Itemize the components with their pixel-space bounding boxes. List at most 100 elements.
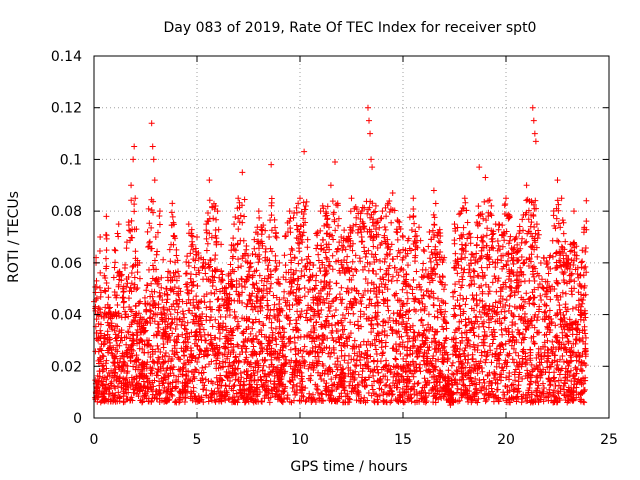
cloud-point <box>207 298 214 305</box>
cloud-point <box>448 381 455 388</box>
cloud-point <box>528 315 535 322</box>
cloud-point <box>169 213 176 220</box>
cloud-point <box>326 307 333 314</box>
cloud-point <box>271 301 278 308</box>
cloud-point <box>470 267 477 274</box>
cloud-point <box>506 237 513 244</box>
cloud-point <box>173 252 180 259</box>
cloud-point <box>229 332 236 339</box>
cloud-point <box>478 247 485 254</box>
cloud-point <box>97 399 104 406</box>
cloud-point <box>483 232 490 239</box>
cloud-point <box>237 370 244 377</box>
cloud-point <box>349 258 356 265</box>
cloud-point <box>370 216 377 223</box>
cloud-point <box>226 395 233 402</box>
cloud-point <box>510 260 517 267</box>
cloud-point <box>374 218 381 225</box>
cloud-point <box>272 224 279 231</box>
cloud-point <box>300 215 307 222</box>
cloud-point <box>97 269 104 276</box>
cloud-point <box>521 259 528 266</box>
cloud-point <box>523 290 530 297</box>
cloud-point <box>500 346 507 353</box>
cloud-point <box>226 306 233 313</box>
cloud-point <box>518 253 525 260</box>
cloud-point <box>335 245 342 252</box>
cloud-point <box>324 335 331 342</box>
cloud-point <box>136 362 143 369</box>
cloud-point <box>494 238 501 245</box>
cloud-point <box>168 320 175 327</box>
cloud-point <box>545 270 552 277</box>
cloud-point <box>167 258 174 265</box>
cloud-point <box>464 235 471 242</box>
cloud-point <box>529 289 536 296</box>
cloud-point <box>122 308 129 315</box>
cloud-point <box>428 275 435 282</box>
cloud-point <box>122 261 129 268</box>
cloud-point <box>373 312 380 319</box>
cloud-point <box>96 284 103 291</box>
cloud-point <box>212 316 219 323</box>
cloud-point <box>245 252 252 259</box>
cloud-point <box>263 314 270 321</box>
cloud-point <box>333 294 340 301</box>
cloud-point <box>290 214 297 221</box>
cloud-point <box>440 326 447 333</box>
cloud-point <box>338 374 345 381</box>
cloud-point <box>250 319 257 326</box>
cloud-point <box>188 243 195 250</box>
cloud-point <box>480 376 487 383</box>
cloud-point <box>329 388 336 395</box>
cloud-point <box>488 202 495 209</box>
cloud-point <box>532 265 539 272</box>
cloud-point <box>449 382 456 389</box>
cloud-point <box>468 277 475 284</box>
cloud-point <box>560 230 567 237</box>
cloud-point <box>523 197 530 204</box>
cloud-point <box>400 355 407 362</box>
cloud-point <box>252 316 259 323</box>
cloud-point <box>397 350 404 357</box>
cloud-point <box>398 321 405 328</box>
cloud-point <box>362 275 369 282</box>
cloud-point <box>377 266 384 273</box>
cloud-point <box>203 229 210 236</box>
cloud-point <box>381 232 388 239</box>
cloud-point <box>513 249 520 256</box>
cloud-point <box>336 239 343 246</box>
cloud-point <box>288 257 295 264</box>
cloud-point <box>418 273 425 280</box>
cloud-point <box>361 263 368 270</box>
cloud-point <box>416 224 423 231</box>
cloud-point <box>461 266 468 273</box>
cloud-point <box>173 297 180 304</box>
cloud-point <box>323 254 330 261</box>
cloud-point <box>460 224 467 231</box>
cloud-point <box>518 339 525 346</box>
cloud-point <box>304 236 311 243</box>
cloud-point <box>144 282 150 289</box>
cloud-point <box>199 321 206 328</box>
cloud-point <box>357 308 364 315</box>
cloud-point <box>183 300 190 307</box>
cloud-point <box>227 261 234 268</box>
cloud-point <box>129 263 136 270</box>
cloud-point <box>318 306 325 313</box>
cloud-point <box>189 238 196 245</box>
cloud-point <box>419 322 426 329</box>
cloud-point <box>400 399 407 406</box>
cloud-point <box>541 384 548 391</box>
cloud-point <box>530 366 537 373</box>
cloud-point <box>339 312 346 319</box>
cloud-point <box>485 324 492 331</box>
cloud-point <box>284 219 291 226</box>
cloud-point <box>365 390 372 397</box>
cloud-point <box>402 311 409 318</box>
cloud-point <box>238 263 245 270</box>
cloud-point <box>97 327 104 334</box>
cloud-point <box>208 378 215 385</box>
cloud-point <box>249 325 256 332</box>
